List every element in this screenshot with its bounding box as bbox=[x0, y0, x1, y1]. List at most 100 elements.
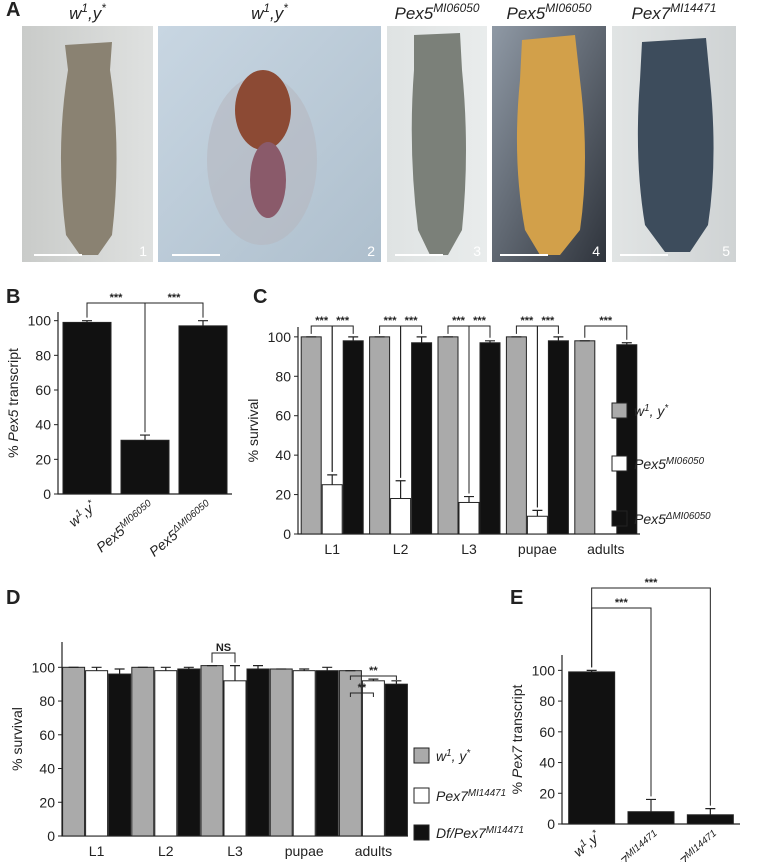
significance-label: *** bbox=[452, 315, 466, 327]
text-part: transcript bbox=[509, 685, 525, 747]
text-part: , y bbox=[452, 748, 468, 764]
text-part: ,y bbox=[270, 4, 285, 23]
significance-label: *** bbox=[520, 315, 534, 327]
text-part: ΔMI06050 bbox=[169, 497, 212, 535]
photo-number: 4 bbox=[592, 243, 600, 259]
text-part: , y bbox=[650, 403, 666, 419]
text-part: * bbox=[283, 1, 288, 15]
x-tick-label: Pex7MI14471 bbox=[599, 828, 663, 862]
error-bar bbox=[183, 666, 194, 669]
text-part: % bbox=[509, 778, 525, 794]
text-part: w bbox=[436, 748, 447, 764]
bar bbox=[616, 344, 638, 535]
x-tick-label: L1 bbox=[89, 843, 105, 859]
panel-label: A bbox=[6, 0, 20, 21]
bar bbox=[300, 336, 322, 535]
text-part: Pex7 bbox=[599, 852, 635, 862]
text-part: 1 bbox=[81, 1, 88, 15]
y-tick-label: 80 bbox=[275, 368, 291, 384]
significance-bracket bbox=[536, 325, 559, 508]
x-tick-label: L3 bbox=[461, 541, 477, 557]
text-part: ,y bbox=[88, 4, 103, 23]
bar bbox=[479, 342, 501, 535]
bar bbox=[178, 325, 228, 495]
error-bar bbox=[322, 666, 333, 671]
x-tick-label: w1,y* bbox=[65, 497, 100, 530]
text-part: ΔMI06050 bbox=[665, 511, 711, 522]
fly-thorax bbox=[235, 70, 291, 150]
text-part: L3 bbox=[461, 541, 477, 557]
x-tick-label: adults bbox=[587, 541, 624, 557]
text-part: 1 bbox=[644, 403, 649, 414]
photo-number: 3 bbox=[473, 243, 481, 259]
text-part: L3 bbox=[227, 843, 243, 859]
legend-label: Pex5MI06050 bbox=[634, 456, 705, 473]
significance-label: *** bbox=[473, 315, 487, 327]
legend-swatch bbox=[413, 824, 430, 841]
text-part: % bbox=[5, 442, 21, 458]
error-bar bbox=[160, 666, 171, 671]
bar bbox=[361, 680, 385, 837]
error-bar bbox=[586, 669, 597, 672]
bar bbox=[574, 340, 596, 535]
error-bar bbox=[553, 336, 564, 341]
photo-caption: w1,y* bbox=[251, 1, 288, 23]
significance-label: *** bbox=[541, 315, 555, 327]
text-part: Pex5 bbox=[394, 4, 433, 23]
text-part: pupae bbox=[285, 843, 324, 859]
significance-bracket bbox=[144, 302, 204, 433]
error-bar bbox=[91, 666, 102, 671]
y-tick-label: 40 bbox=[539, 755, 555, 771]
significance-bracket bbox=[591, 587, 711, 806]
text-part: % survival bbox=[9, 707, 25, 771]
bar bbox=[246, 668, 270, 837]
text-part: L1 bbox=[89, 843, 105, 859]
significance-label: *** bbox=[615, 597, 629, 609]
bar bbox=[315, 670, 339, 837]
error-bar bbox=[327, 474, 338, 485]
x-tick-label: L2 bbox=[158, 843, 174, 859]
text-part: 1 bbox=[578, 837, 589, 849]
pupa bbox=[637, 38, 714, 252]
error-bar bbox=[621, 342, 632, 345]
text-part: transcript bbox=[5, 348, 21, 410]
error-bar bbox=[395, 480, 406, 499]
x-tick-label: pupae bbox=[518, 541, 557, 557]
text-part: MI06050 bbox=[545, 1, 592, 15]
significance-bracket bbox=[349, 675, 397, 680]
y-tick-label: 100 bbox=[532, 662, 556, 678]
text-part: MI14471 bbox=[682, 828, 718, 861]
legend-swatch bbox=[611, 510, 628, 527]
panel-label: E bbox=[510, 587, 523, 609]
text-part: w bbox=[634, 403, 645, 419]
text-part: L2 bbox=[158, 843, 174, 859]
error-bar bbox=[391, 680, 402, 685]
significance-bracket bbox=[331, 325, 354, 472]
significance-bracket bbox=[468, 325, 491, 494]
x-tick-label: L2 bbox=[393, 541, 409, 557]
y-tick-label: 100 bbox=[268, 329, 292, 345]
error-bar bbox=[140, 434, 150, 441]
legend-swatch bbox=[413, 747, 430, 764]
y-axis-label: % Pex7 transcript bbox=[509, 685, 525, 795]
significance-label: *** bbox=[645, 577, 659, 589]
text-part: L2 bbox=[393, 541, 409, 557]
significance-bracket bbox=[211, 652, 236, 663]
x-tick-label: adults bbox=[355, 843, 392, 859]
text-part: Pex5 bbox=[634, 511, 666, 527]
significance-label: ** bbox=[369, 665, 378, 677]
error-bar bbox=[198, 320, 208, 326]
y-tick-label: 60 bbox=[275, 408, 291, 424]
x-tick-label: Pex5ΔMI06050 bbox=[146, 497, 216, 559]
significance-label: *** bbox=[599, 315, 613, 327]
x-tick-label: pupae bbox=[285, 843, 324, 859]
error-bar bbox=[230, 665, 240, 681]
y-tick-label: 0 bbox=[547, 816, 555, 832]
y-tick-label: 20 bbox=[39, 794, 55, 810]
text-part: Pex7 bbox=[631, 4, 670, 23]
photos bbox=[22, 26, 736, 262]
text-part: MI06050 bbox=[433, 1, 480, 15]
bar bbox=[568, 671, 616, 825]
legend-label: Pex7MI14471 bbox=[436, 788, 506, 805]
